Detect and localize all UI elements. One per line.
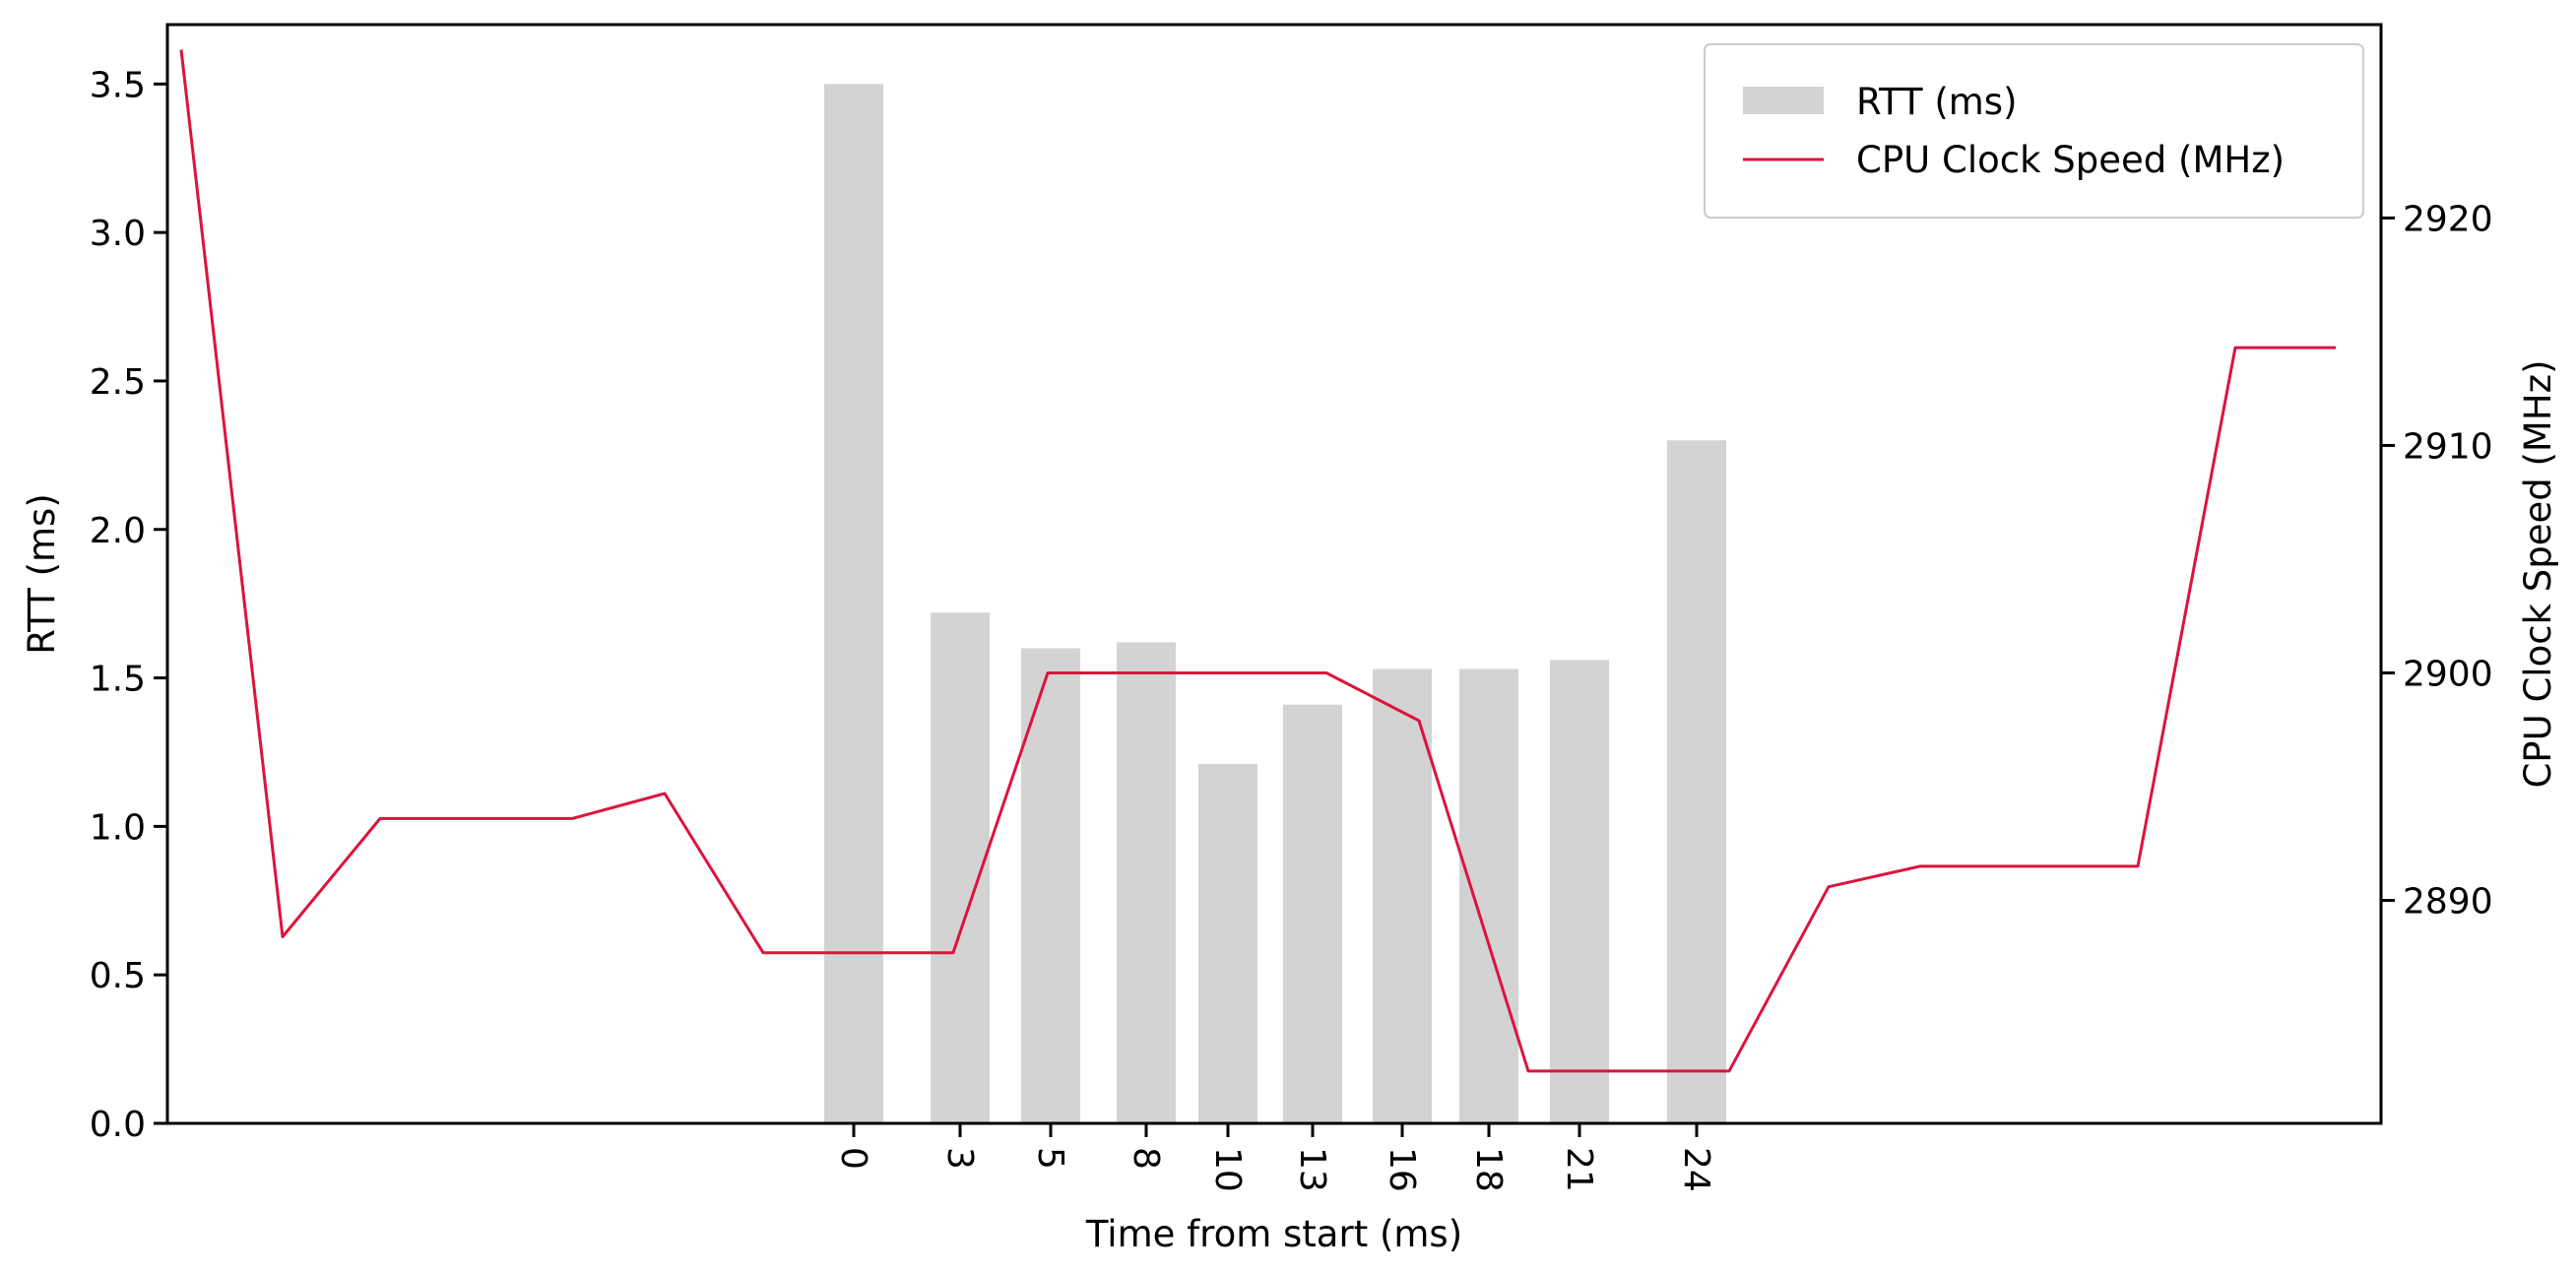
x-tick-label: 3 [939, 1147, 980, 1170]
x-tick-label: 0 [833, 1147, 873, 1170]
y-tick-label: 2.0 [90, 511, 146, 551]
rtt-bar [1373, 668, 1432, 1123]
legend-box [1704, 43, 2364, 219]
legend-bar-label: RTT (ms) [1856, 81, 2018, 123]
x-tick-label: 16 [1382, 1147, 1422, 1192]
y-tick-label: 3.0 [90, 214, 146, 254]
line-layer [179, 49, 2336, 1073]
right-axis: 2890 2900 2910 2920 [2381, 199, 2493, 923]
rtt-bar [1459, 668, 1518, 1123]
rtt-bar [824, 84, 883, 1123]
y-tick-label: 0.5 [90, 956, 146, 996]
y2-tick-label: 2900 [2403, 655, 2493, 695]
x-tick-label: 5 [1030, 1147, 1070, 1170]
rtt-bar [1021, 648, 1080, 1123]
plot-frame [165, 23, 2383, 1125]
y-tick-label: 3.5 [90, 65, 146, 105]
y2-tick-label: 2910 [2403, 426, 2493, 467]
left-axis: 0.0 0.5 1.0 1.5 2.0 2.5 3.0 3.5 [90, 65, 167, 1145]
y-tick-label: 2.5 [90, 362, 146, 403]
y-tick-label: 0.0 [90, 1105, 146, 1145]
rtt-bar [1667, 440, 1726, 1123]
rtt-bar [1283, 704, 1342, 1123]
rtt-bar [931, 612, 990, 1123]
x-tick-label: 18 [1468, 1147, 1509, 1192]
y-tick-label: 1.5 [90, 660, 146, 700]
bars-layer [824, 84, 1726, 1123]
rtt-bar [1117, 642, 1176, 1123]
x-axis-label: Time from start (ms) [1085, 1213, 1462, 1255]
x-tick-label: 13 [1292, 1147, 1332, 1192]
y2-axis-label: CPU Clock Speed (MHz) [2517, 359, 2559, 788]
y-axis-label: RTT (ms) [21, 493, 63, 655]
x-tick-label: 24 [1676, 1147, 1716, 1192]
x-axis: 0 3 5 8 10 13 16 18 21 24 [833, 1123, 1716, 1192]
x-tick-label: 10 [1207, 1147, 1248, 1192]
rtt-bar [1198, 764, 1257, 1123]
legend-line-label: CPU Clock Speed (MHz) [1856, 139, 2285, 181]
legend: RTT (ms) CPU Clock Speed (MHz) [1704, 43, 2364, 219]
y2-tick-label: 2890 [2403, 882, 2493, 923]
rtt-bar [1550, 660, 1609, 1123]
y-tick-label: 1.0 [90, 807, 146, 848]
x-tick-label: 8 [1126, 1147, 1166, 1170]
x-tick-label: 21 [1559, 1147, 1599, 1192]
cpu-clock-line [179, 49, 2336, 1073]
y2-tick-label: 2920 [2403, 199, 2493, 239]
legend-bar-swatch [1743, 87, 1824, 114]
